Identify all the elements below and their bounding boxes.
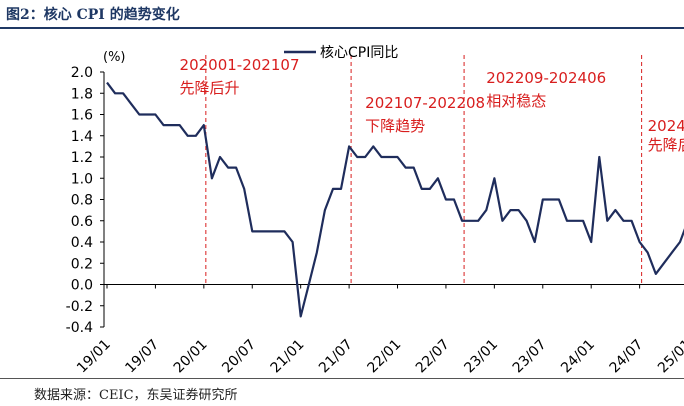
x-tick-label: 21/07 (316, 337, 356, 377)
y-tick-label: -0.2 (66, 299, 93, 315)
y-tick-label: 0.0 (71, 278, 93, 294)
annotation-label: 下降趋势 (365, 117, 425, 135)
y-axis-unit-label: (%) (103, 50, 126, 65)
x-tick-label: 20/07 (219, 337, 259, 377)
series-line-core-cpi (106, 81, 684, 318)
x-tick-label: 19/07 (122, 337, 162, 377)
x-tick-label: 24/01 (558, 337, 598, 377)
bottom-rule (0, 378, 684, 379)
annotation-label: 相对稳态 (486, 92, 546, 110)
y-tick-label: 1.8 (71, 86, 93, 102)
annotation-period: 202107-202208 (365, 94, 485, 112)
annotation-period: 202001-202107 (180, 56, 300, 74)
y-tick-label: 0.6 (71, 214, 93, 230)
y-tick-label: 1.0 (71, 171, 93, 187)
y-tick-label: 0.8 (71, 193, 93, 209)
annotation-label: 先降后升 (648, 136, 684, 154)
y-tick-label: 1.6 (71, 108, 93, 124)
x-tick-label: 24/07 (607, 337, 647, 377)
source-note: 数据来源：CEIC，东吴证券研究所 (34, 388, 238, 403)
x-tick-label: 19/01 (74, 337, 114, 377)
annotation-period: 202407-至今 (648, 117, 684, 135)
annotation-label: 先降后升 (180, 79, 240, 97)
y-tick-label: -0.4 (66, 320, 93, 336)
x-tick-label: 25/01 (655, 337, 684, 377)
x-tick-label: 20/01 (171, 337, 211, 377)
x-tick-label: 23/01 (461, 337, 501, 377)
series-layer (106, 81, 684, 318)
y-tick-label: 0.4 (71, 235, 93, 251)
y-tick-label: 2.0 (71, 65, 93, 81)
y-tick-label: 1.4 (71, 129, 93, 145)
x-tick-label: 22/01 (364, 337, 404, 377)
title-rule (0, 27, 684, 29)
legend-layer: 核心CPI同比 (284, 45, 398, 61)
y-tick-label: 0.2 (71, 256, 93, 272)
x-tick-label: 23/07 (510, 337, 550, 377)
annotation-period: 202209-202406 (486, 69, 606, 87)
y-tick-label: 1.2 (71, 150, 93, 166)
x-tick-label: 22/07 (413, 337, 453, 377)
figure-title: 图2：核心 CPI 的趋势变化 (6, 7, 180, 23)
x-tick-label: 21/01 (268, 337, 308, 377)
annotation-layer: 202001-202107 先降后升 202107-202208 下降趋势 202209… (180, 55, 684, 285)
legend-label: 核心CPI同比 (320, 45, 398, 61)
